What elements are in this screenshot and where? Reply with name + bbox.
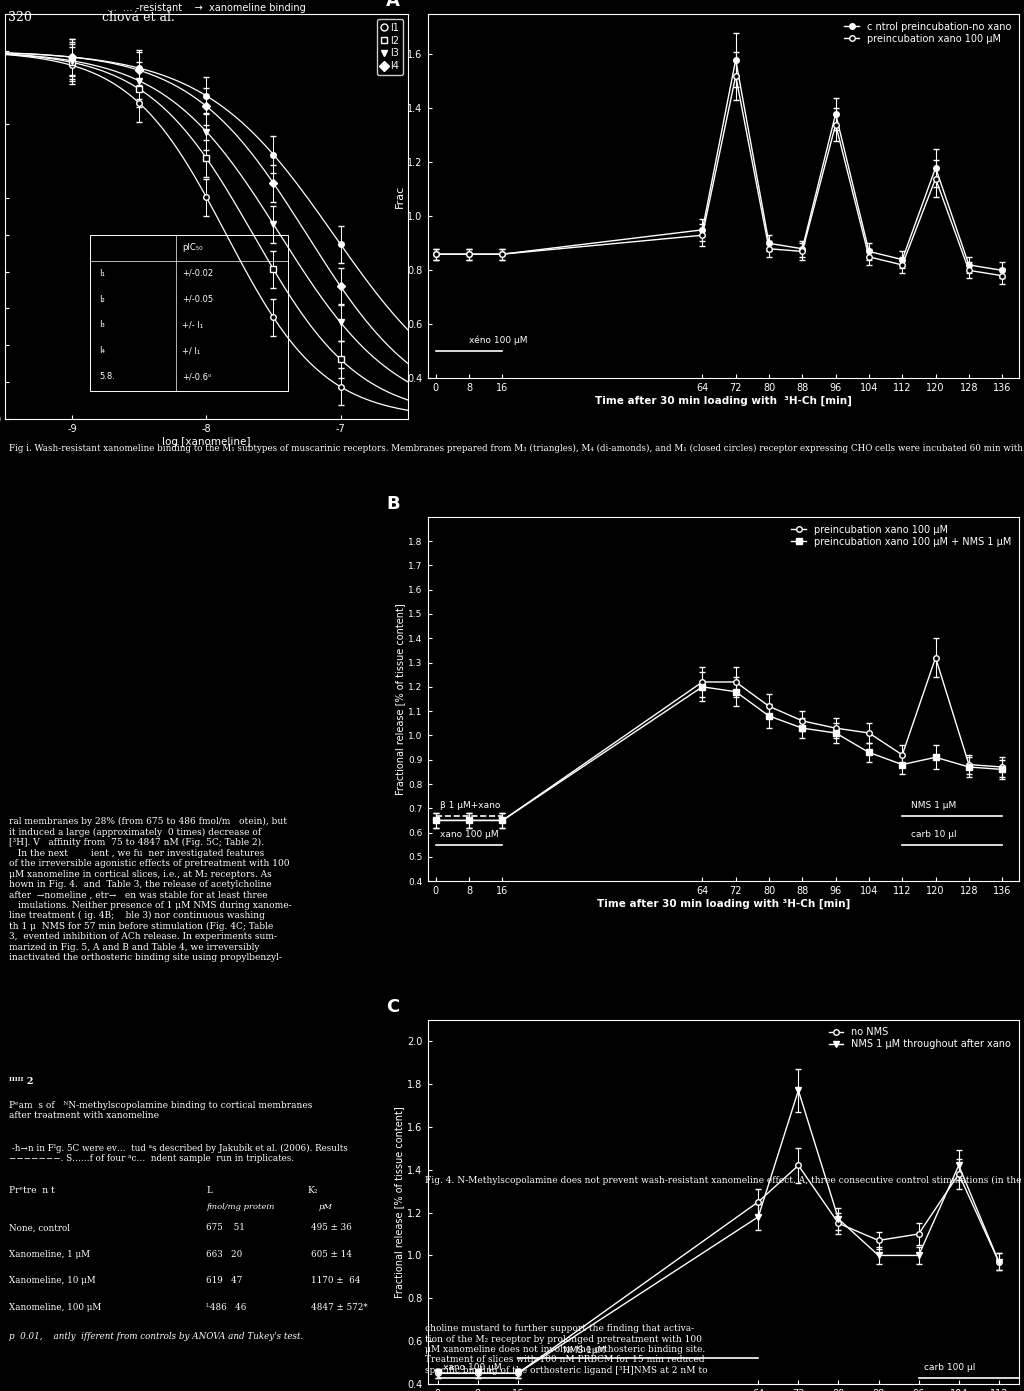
Text: Xanomeline, 100 μM: Xanomeline, 100 μM — [9, 1303, 101, 1312]
Text: Fig. 4. N-Methylscopolamine does not prevent wash-resistant xanomeline effect. A: Fig. 4. N-Methylscopolamine does not pre… — [425, 1175, 1024, 1185]
Y-axis label: Frac: Frac — [394, 185, 404, 207]
Legend: c ntrol preincubation-no xano, preincubation xano 100 μM: c ntrol preincubation-no xano, preincuba… — [842, 18, 1014, 46]
Text: C: C — [386, 997, 399, 1015]
Text: β 1 μM+xano: β 1 μM+xano — [440, 801, 501, 811]
Text: xéno 100 μM: xéno 100 μM — [469, 335, 527, 345]
X-axis label: Time after 30 min loading with  ³H-Ch [min]: Time after 30 min loading with ³H-Ch [mi… — [595, 396, 852, 406]
Text: xano 100 μM: xano 100 μM — [442, 1363, 501, 1372]
Text: p  0.01,    antly  ifferent from controls by ANOVA and Tukey's test.: p 0.01, antly ifferent from controls by … — [9, 1333, 303, 1341]
Text: Fig i. Wash-resistant xanomeline binding to the M₁ subtypes of muscarinic recept: Fig i. Wash-resistant xanomeline binding… — [9, 444, 1024, 453]
Text: +/ I₁: +/ I₁ — [182, 346, 201, 355]
Text: B: B — [386, 495, 399, 513]
Text: pM: pM — [319, 1203, 333, 1210]
X-axis label: Time after 30 min loading with ³H-Ch [min]: Time after 30 min loading with ³H-Ch [mi… — [597, 899, 850, 910]
Text: K₂: K₂ — [307, 1185, 317, 1195]
Text: Pᵉam  s of   ᴺN-methylscopolamine binding to cortical membranes
after trəatment : Pᵉam s of ᴺN-methylscopolamine binding t… — [9, 1100, 312, 1120]
Text: Prᵉtre  n t: Prᵉtre n t — [9, 1185, 55, 1195]
Text: ᴸ486   46: ᴸ486 46 — [207, 1303, 247, 1312]
Text: +/- I₁: +/- I₁ — [182, 320, 204, 330]
Text: 495 ± 36: 495 ± 36 — [311, 1224, 352, 1232]
Text: I₃: I₃ — [99, 320, 104, 330]
Text: 619   47: 619 47 — [207, 1277, 243, 1285]
Text: chová et al.: chová et al. — [102, 11, 175, 24]
Text: 663   20: 663 20 — [207, 1251, 243, 1259]
Text: -h→n in Fᴵɡ. 5C were ev…  tud ᵃs described by Jakubík et al. (2006). Results
−−−: -h→n in Fᴵɡ. 5C were ev… tud ᵃs describe… — [9, 1143, 348, 1163]
Bar — [90, 235, 288, 391]
Text: L: L — [207, 1185, 212, 1195]
Y-axis label: Fractional release [% of tissue content]: Fractional release [% of tissue content] — [395, 604, 406, 794]
Text: I₄: I₄ — [99, 346, 105, 355]
Y-axis label: Fractional release [% of tissue content]: Fractional release [% of tissue content] — [394, 1106, 404, 1298]
X-axis label: log [xanomeline]: log [xanomeline] — [162, 437, 251, 447]
Text: 4847 ± 572*: 4847 ± 572* — [311, 1303, 368, 1312]
Text: I₁: I₁ — [99, 268, 104, 278]
Text: +/-0.02: +/-0.02 — [182, 268, 213, 278]
Text: carb 100 μl: carb 100 μl — [924, 1363, 975, 1372]
Text: fmol/mg protein: fmol/mg protein — [207, 1203, 274, 1210]
Text: xano 100 μM: xano 100 μM — [440, 830, 499, 839]
Text: A: A — [386, 0, 400, 10]
Text: 5.8.: 5.8. — [99, 371, 115, 381]
Text: NMS 1 μM: NMS 1 μM — [910, 801, 955, 811]
Text: Xanomeline, 10 μM: Xanomeline, 10 μM — [9, 1277, 96, 1285]
Legend: preincubation xano 100 μM, preincubation xano 100 μM + NMS 1 μM: preincubation xano 100 μM, preincubation… — [788, 522, 1014, 549]
Legend: l1, l2, l3, l4: l1, l2, l3, l4 — [377, 18, 402, 75]
Text: ral membranes by 28% (from 675 to 486 fmol/m   otein), but
it induced a large (a: ral membranes by 28% (from 675 to 486 fm… — [9, 817, 292, 963]
Text: ᴵᴵᴵᴵᴵ 2: ᴵᴵᴵᴵᴵ 2 — [9, 1077, 34, 1086]
Text: I₂: I₂ — [99, 295, 104, 303]
Title: …  … -resistant    →  xanomeline binding: … … -resistant → xanomeline binding — [106, 3, 306, 13]
Text: +/-0.6⁰: +/-0.6⁰ — [182, 371, 212, 381]
Legend: no NMS, NMS 1 μM throughout after xano: no NMS, NMS 1 μM throughout after xano — [826, 1025, 1014, 1052]
Text: 675    51: 675 51 — [207, 1224, 246, 1232]
Text: None, control: None, control — [9, 1224, 71, 1232]
Text: carb 10 μl: carb 10 μl — [910, 830, 956, 839]
Text: choline mustard to further support the finding that activa-
tion of the M₂ recep: choline mustard to further support the f… — [425, 1324, 708, 1374]
Text: Xanomeline, 1 μM: Xanomeline, 1 μM — [9, 1251, 90, 1259]
Text: NMS 1μM: NMS 1μM — [563, 1346, 605, 1355]
Text: 605 ± 14: 605 ± 14 — [311, 1251, 352, 1259]
Text: +/-0.05: +/-0.05 — [182, 295, 213, 303]
Text: 320: 320 — [8, 11, 32, 24]
Text: 1170 ±  64: 1170 ± 64 — [311, 1277, 360, 1285]
Text: pIC₅₀: pIC₅₀ — [182, 243, 203, 252]
